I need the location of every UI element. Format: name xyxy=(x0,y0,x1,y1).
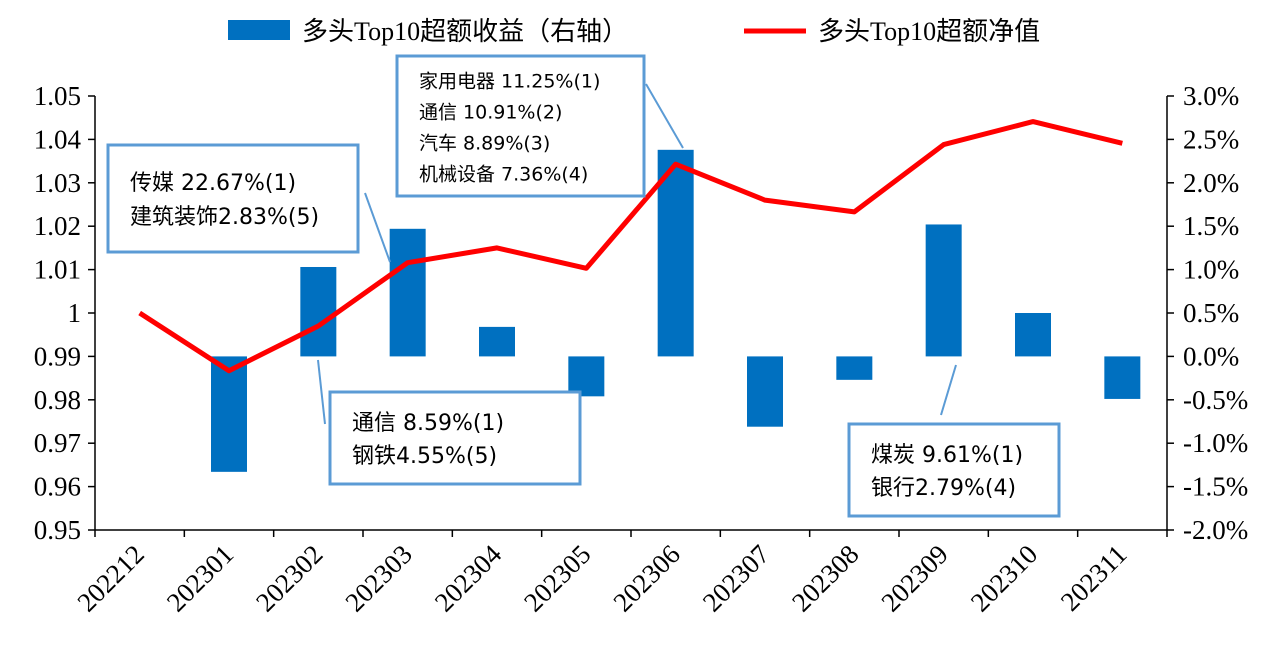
left-tick-label: 1 xyxy=(68,298,82,328)
right-tick-label: 0.5% xyxy=(1183,298,1239,328)
legend-bar-label: 多头Top10超额收益（右轴） xyxy=(302,17,628,46)
annotation-leader-line xyxy=(317,359,326,425)
x-tick-label: 202302 xyxy=(250,539,328,617)
right-tick-label: 2.5% xyxy=(1183,124,1239,154)
right-tick-label: 1.5% xyxy=(1183,211,1239,241)
annotation-box xyxy=(328,390,582,486)
annotation-box xyxy=(847,422,1061,518)
legend-line-label: 多头Top10超额净值 xyxy=(818,17,1040,46)
x-tick-label: 202310 xyxy=(965,539,1043,617)
left-tick-label: 0.96 xyxy=(34,472,81,502)
x-tick-label: 202212 xyxy=(71,539,149,617)
bar xyxy=(925,224,962,357)
right-tick-label: -0.5% xyxy=(1183,385,1248,415)
right-tick-label: 0.0% xyxy=(1183,341,1239,371)
annotation-text: 机械设备 7.36%(4) xyxy=(419,163,588,185)
left-tick-label: 1.04 xyxy=(34,124,82,154)
left-tick-label: 0.95 xyxy=(34,515,81,545)
legend: 多头Top10超额收益（右轴） 多头Top10超额净值 xyxy=(228,17,1040,46)
annotation-text: 通信 8.59%(1) xyxy=(352,411,504,436)
bar xyxy=(300,266,337,357)
bar xyxy=(211,356,247,472)
annotation-leader-line xyxy=(940,364,957,416)
annotation-box xyxy=(395,54,646,198)
left-tick-label: 1.01 xyxy=(34,255,81,285)
annotation-leader-line xyxy=(645,83,684,149)
annotation-text: 家用电器 11.25%(1) xyxy=(419,70,600,92)
x-tick-label: 202308 xyxy=(786,539,864,617)
x-tick-label: 202306 xyxy=(607,539,685,617)
left-tick-label: 0.99 xyxy=(34,341,81,371)
left-tick-label: 0.97 xyxy=(34,428,81,458)
left-tick-label: 1.03 xyxy=(34,168,81,198)
annotation-text: 汽车 8.89%(3) xyxy=(419,132,550,154)
bar-series xyxy=(211,149,1141,472)
right-tick-label: -2.0% xyxy=(1183,515,1248,545)
bar xyxy=(747,356,783,427)
annotation-text: 传媒 22.67%(1) xyxy=(130,171,296,196)
bar xyxy=(1015,313,1051,357)
x-tick-label: 202309 xyxy=(875,539,953,617)
annotation-box xyxy=(106,143,360,254)
right-tick-label: 3.0% xyxy=(1183,81,1239,111)
right-tick-label: 1.0% xyxy=(1183,255,1239,285)
bar xyxy=(568,356,605,397)
bar xyxy=(1104,356,1141,399)
left-tick-label: 0.98 xyxy=(34,385,81,415)
right-tick-label: -1.5% xyxy=(1183,472,1248,502)
legend-bar-swatch xyxy=(228,20,290,40)
annotation-text: 通信 10.91%(2) xyxy=(419,101,562,123)
bar xyxy=(657,149,694,357)
x-tick-label: 202301 xyxy=(161,539,239,617)
x-tick-label: 202304 xyxy=(429,539,508,618)
x-tick-label: 202307 xyxy=(697,539,775,617)
line-series xyxy=(138,119,1123,374)
x-tick-label: 202311 xyxy=(1055,539,1133,617)
annotations: 传媒 22.67%(1) 建筑装饰2.83%(5) 通信 8.59%(1) 钢铁4.5… xyxy=(106,54,1061,518)
annotation-text: 建筑装饰2.83%(5) xyxy=(130,205,319,230)
annotation-text: 银行2.79%(4) xyxy=(871,476,1016,501)
annotation-leader-line xyxy=(364,192,391,263)
left-tick-label: 1.02 xyxy=(34,211,81,241)
left-tick-label: 1.05 xyxy=(34,81,81,111)
x-tick-label: 202305 xyxy=(518,539,596,617)
bar xyxy=(389,228,426,357)
annotation-text: 钢铁4.55%(5) xyxy=(352,444,497,469)
right-tick-label: 2.0% xyxy=(1183,168,1239,198)
net-value-line xyxy=(138,119,1123,374)
bar xyxy=(479,326,515,357)
bar xyxy=(836,356,873,380)
x-tick-label: 202303 xyxy=(339,539,417,617)
annotation-text: 煤炭 9.61%(1) xyxy=(871,443,1023,468)
right-tick-label: -1.0% xyxy=(1183,428,1248,458)
